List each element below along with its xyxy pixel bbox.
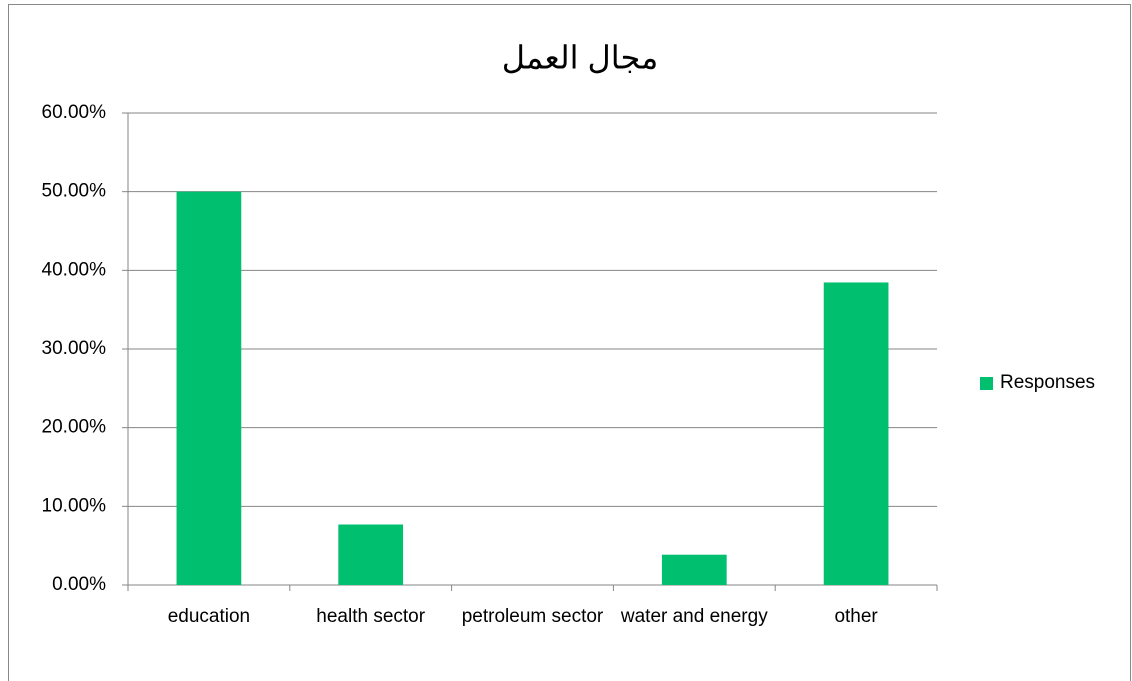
bar: [661, 554, 727, 585]
x-tick-label: petroleum sector: [461, 606, 604, 627]
bar: [338, 524, 404, 585]
x-tick-label-box: education: [167, 606, 251, 627]
legend-label: Responses: [1000, 372, 1095, 393]
y-tick-label: 60.00%: [42, 102, 107, 123]
y-tick-label: 0.00%: [52, 574, 106, 595]
x-tick-label: other: [834, 606, 878, 627]
bar: [176, 191, 242, 585]
chart-title: مجال العمل: [502, 39, 659, 75]
x-tick-label: health sector: [316, 606, 426, 627]
y-tick-label: 30.00%: [42, 338, 107, 359]
legend-swatch: [980, 377, 993, 390]
x-tick-label-box: water and energy: [620, 606, 768, 627]
y-tick-label: 50.00%: [42, 181, 107, 202]
y-tick-label: 20.00%: [42, 417, 107, 438]
y-tick-label: 40.00%: [42, 259, 107, 280]
x-tick-label-box: other: [834, 606, 878, 627]
x-tick-label: education: [167, 606, 251, 627]
x-tick-label: water and energy: [620, 606, 768, 627]
x-tick-label-box: petroleum sector: [461, 606, 604, 627]
bar: [823, 282, 889, 585]
y-tick-label: 10.00%: [42, 495, 107, 516]
x-tick-label-box: health sector: [316, 606, 426, 627]
chart-border: [8, 4, 1131, 681]
